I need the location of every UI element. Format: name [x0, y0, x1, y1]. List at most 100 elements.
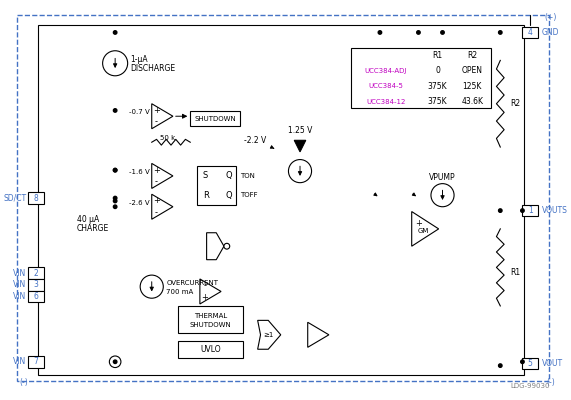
Bar [29, 268, 44, 279]
Circle shape [224, 243, 230, 249]
Polygon shape [207, 233, 224, 260]
Text: -1.6 V: -1.6 V [129, 169, 150, 175]
Text: DISCHARGE: DISCHARGE [131, 64, 176, 72]
Bar [29, 356, 44, 368]
Bar [522, 358, 538, 370]
Text: R2: R2 [510, 99, 520, 108]
Text: 700 mA: 700 mA [166, 290, 194, 296]
Text: -2.6 V: -2.6 V [129, 200, 150, 206]
Text: 375K: 375K [428, 97, 448, 106]
Text: 0: 0 [435, 66, 440, 76]
Bar [29, 279, 44, 290]
Polygon shape [294, 140, 306, 152]
Text: VIN: VIN [13, 292, 27, 301]
Circle shape [114, 31, 117, 34]
Text: 43.6K: 43.6K [461, 97, 484, 106]
Bar [38, 25, 524, 375]
Circle shape [114, 199, 117, 203]
Polygon shape [152, 164, 173, 188]
Text: +: + [415, 219, 422, 228]
Circle shape [288, 160, 312, 183]
Text: VIN: VIN [13, 269, 27, 278]
Text: SHUTDOWN: SHUTDOWN [194, 116, 236, 122]
Text: SHUTDOWN: SHUTDOWN [190, 322, 231, 328]
Circle shape [114, 168, 117, 172]
Text: UVLO: UVLO [200, 345, 221, 354]
Polygon shape [152, 194, 173, 219]
Circle shape [498, 31, 502, 34]
Circle shape [521, 360, 524, 364]
Circle shape [378, 31, 381, 34]
Polygon shape [308, 322, 329, 347]
Bar [29, 290, 44, 302]
Text: TON: TON [240, 173, 255, 179]
Text: S: S [203, 172, 208, 180]
Text: OPEN: OPEN [462, 66, 483, 76]
Circle shape [140, 275, 163, 298]
Text: 5: 5 [528, 359, 533, 368]
Bar [190, 112, 240, 126]
Text: -0.7 V: -0.7 V [129, 109, 150, 115]
Text: -2.2 V: -2.2 V [244, 136, 266, 145]
Text: 375K: 375K [428, 82, 448, 91]
Text: 8: 8 [34, 194, 39, 202]
Text: 1.25 V: 1.25 V [288, 126, 312, 135]
Text: +: + [201, 293, 208, 302]
Text: GM: GM [417, 228, 429, 234]
Text: -: - [155, 118, 158, 126]
Circle shape [498, 209, 502, 212]
Circle shape [431, 184, 454, 207]
Text: (-): (-) [546, 378, 555, 388]
Text: R2: R2 [467, 51, 477, 60]
Bar [522, 205, 538, 216]
Text: VOUTS: VOUTS [542, 206, 568, 215]
Text: -: - [155, 208, 158, 217]
Polygon shape [412, 212, 439, 246]
Text: Q̄: Q̄ [226, 191, 232, 200]
Polygon shape [258, 320, 281, 349]
Circle shape [521, 209, 524, 212]
Circle shape [103, 51, 128, 76]
Text: 1-µA: 1-µA [131, 55, 148, 64]
Text: 2: 2 [34, 269, 39, 278]
Text: VOUT: VOUT [542, 359, 563, 368]
Text: +: + [153, 106, 160, 115]
Text: 50 k: 50 k [160, 135, 176, 141]
Text: 40 µA: 40 µA [77, 215, 99, 224]
Circle shape [441, 31, 444, 34]
Polygon shape [152, 104, 173, 129]
Text: 125K: 125K [463, 82, 482, 91]
Text: Q: Q [226, 172, 232, 180]
Circle shape [114, 205, 117, 208]
Bar [522, 27, 538, 38]
Circle shape [114, 360, 117, 364]
Circle shape [110, 356, 121, 368]
Text: 7: 7 [34, 357, 39, 366]
Text: LDG-99030: LDG-99030 [511, 383, 550, 389]
Text: (+): (+) [544, 12, 557, 22]
Polygon shape [200, 279, 221, 304]
Text: R: R [203, 191, 208, 200]
Text: VIN: VIN [13, 357, 27, 366]
Bar [178, 340, 243, 358]
Bar [351, 48, 490, 108]
Circle shape [114, 109, 117, 112]
Text: TOFF: TOFF [240, 192, 258, 198]
Bar [29, 192, 44, 204]
Bar [178, 306, 243, 333]
Text: VIN: VIN [13, 280, 27, 289]
Text: 4: 4 [528, 28, 533, 37]
Circle shape [114, 168, 117, 172]
Text: CHARGE: CHARGE [77, 224, 109, 233]
Text: UCC384-12: UCC384-12 [366, 99, 405, 105]
Text: THERMAL: THERMAL [194, 312, 227, 318]
Text: GND: GND [542, 28, 559, 37]
Bar [197, 166, 235, 205]
Text: R1: R1 [433, 51, 443, 60]
Text: -: - [203, 281, 206, 290]
Text: OVERCURRENT: OVERCURRENT [166, 280, 218, 286]
Text: +: + [153, 166, 160, 175]
Text: +: + [153, 196, 160, 206]
Text: VPUMP: VPUMP [429, 173, 456, 182]
Circle shape [114, 196, 117, 200]
